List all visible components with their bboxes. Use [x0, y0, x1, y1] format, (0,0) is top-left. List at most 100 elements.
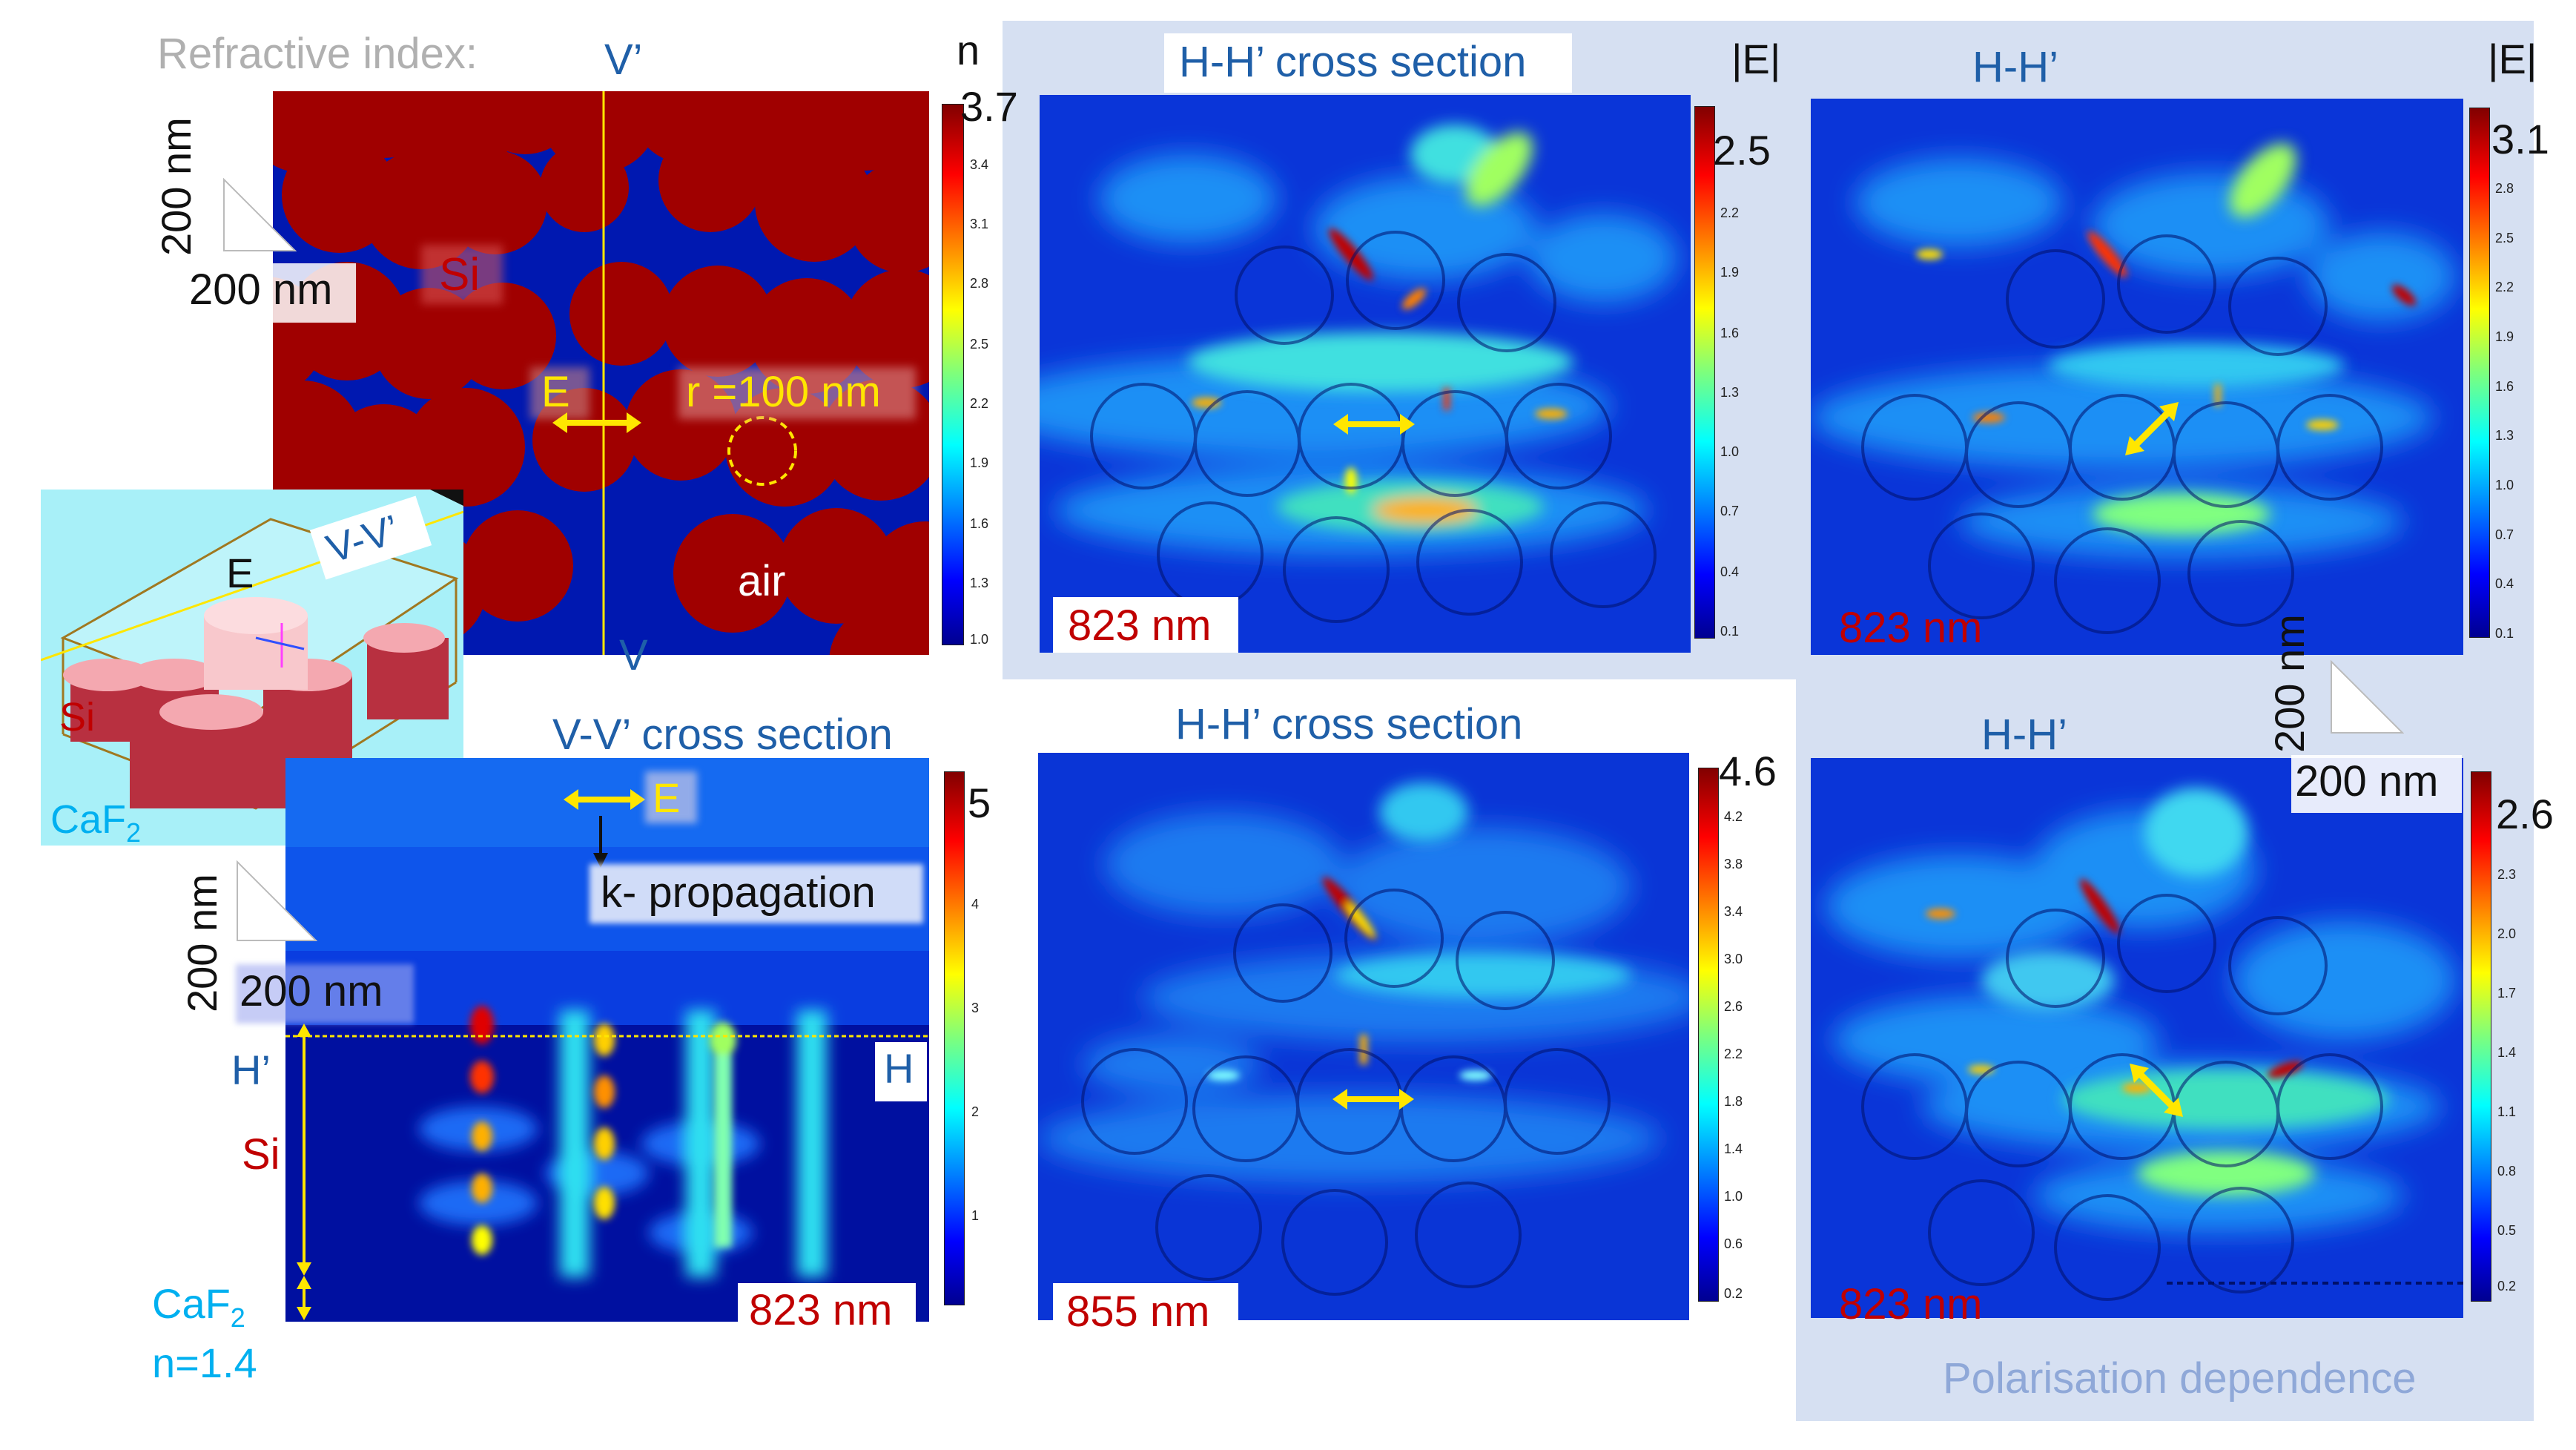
tick: 2.2	[970, 396, 989, 411]
tick: 2.6	[1724, 999, 1743, 1014]
vv-e-label: E	[653, 774, 681, 821]
tick: 0.4	[2495, 576, 2514, 591]
scale-triangle-vv	[237, 860, 317, 941]
colorbar-max-refractive: 3.7	[960, 83, 1018, 130]
tick: 2.2	[1724, 1047, 1743, 1061]
scale-horizontal-refractive: 200 nm	[189, 266, 333, 314]
k-propagation-label: k- propagation	[601, 869, 876, 917]
si-thickness-arrow	[297, 1024, 311, 1320]
vv-wavelength-bg	[738, 1283, 916, 1335]
tick: 1	[971, 1208, 980, 1223]
tick: 0.2	[1724, 1286, 1743, 1301]
hh-top-field-map	[1040, 95, 1691, 653]
tick: 1.9	[970, 455, 989, 470]
hh-bottom-wavelength: 855 nm	[1066, 1288, 1210, 1336]
hh-top-unit: |E|	[1731, 36, 1781, 82]
hh-top-title: H-H’ cross section	[1179, 38, 1527, 86]
pol-top-unit: |E|	[2488, 36, 2537, 82]
tick: 1.0	[1724, 1189, 1743, 1204]
hh-top-field-graphic	[1040, 95, 1691, 653]
tick: 0.8	[2497, 1164, 2517, 1179]
tick: 2.8	[970, 276, 989, 291]
hh-top-title-bg	[1164, 33, 1572, 93]
colorbar-max-pol-top: 3.1	[2491, 116, 2549, 162]
colorbar-max-vv: 5	[968, 780, 991, 826]
tick: 2.5	[2495, 231, 2514, 245]
tick: 2.0	[2497, 926, 2517, 941]
vv-caf2-n: n=1.4	[152, 1339, 257, 1386]
tick: 0.6	[1724, 1236, 1743, 1251]
tick: 1.1	[2497, 1104, 2517, 1119]
tick: 1.0	[2495, 478, 2514, 492]
scale-horizontal-pol: 200 nm	[2295, 757, 2439, 805]
tick: 0.5	[2497, 1223, 2517, 1238]
tick: 3.1	[970, 217, 989, 231]
vv-caf2-text: CaF	[152, 1280, 231, 1327]
polarisation-caption: Polarisation dependence	[1943, 1354, 2417, 1403]
hh-top-wavelength-bg	[1053, 597, 1238, 653]
pol-top-wavelength: 823 nm	[1839, 604, 1983, 652]
tick: 2	[971, 1104, 980, 1119]
colorbar-max-hh-top: 2.5	[1713, 127, 1771, 174]
inset-caf2-sub: 2	[126, 817, 142, 848]
vv-e-label-bg	[645, 771, 697, 823]
vv-caf2-sub: 2	[230, 1302, 245, 1334]
e-label-bg	[530, 367, 589, 419]
colorbar-hh-top	[1694, 106, 1715, 639]
tick: 2.5	[970, 337, 989, 352]
v-prime-label-top: V’	[604, 36, 643, 84]
vv-si-label: Si	[242, 1130, 280, 1179]
colorbar-max-hh-bottom: 4.6	[1719, 748, 1777, 794]
h-label: H	[884, 1045, 914, 1092]
tick: 1.7	[2497, 986, 2517, 1001]
tick: 2.2	[1720, 205, 1740, 220]
e-label: E	[541, 368, 570, 416]
tick: 1.4	[1724, 1141, 1743, 1156]
tick: 1.4	[2497, 1045, 2517, 1060]
pol-top-e-arrow-diagonal	[2125, 402, 2179, 455]
tick: 1.3	[2495, 428, 2514, 443]
colorbar-refractive	[942, 104, 964, 645]
tick: 1.0	[1720, 444, 1740, 459]
inset-caf2-text: CaF	[50, 797, 127, 842]
inset-caf2-label: CaF2	[50, 800, 141, 846]
tick: 1.9	[1720, 265, 1740, 280]
scale-horizontal-bg	[185, 263, 356, 323]
vv-caf2-label: CaF2	[152, 1283, 245, 1331]
colorbar-unit-n: n	[957, 27, 980, 73]
tick: 3.0	[1724, 952, 1743, 966]
h-label-bg	[875, 1042, 927, 1101]
scale-horizontal-vv: 200 nm	[240, 967, 383, 1015]
pol-top-field-graphic	[1811, 99, 2463, 655]
hh-bottom-e-arrow	[1332, 1089, 1414, 1110]
hh-bottom-field-map	[1038, 753, 1689, 1320]
tick: 1.9	[2495, 329, 2514, 344]
hh-bottom-wavelength-bg	[1053, 1283, 1238, 1339]
pol-top-title: H-H’	[1972, 43, 2058, 91]
tick: 0.4	[1720, 564, 1740, 579]
k-label-bg	[589, 864, 923, 923]
inset-si-label: Si	[59, 695, 96, 739]
air-label: air	[738, 557, 786, 605]
tick: 3.8	[1724, 857, 1743, 871]
tick: 3.4	[970, 157, 989, 172]
tick: 0.7	[2495, 527, 2514, 542]
tick: 1.6	[2495, 379, 2514, 394]
pol-bottom-field-map	[1811, 758, 2463, 1318]
pol-top-field-map	[1811, 99, 2463, 655]
scale-vertical-vv: 200 nm	[179, 874, 225, 1012]
tick: 2.2	[2495, 280, 2514, 294]
scale-horizontal-pol-bg	[2291, 755, 2462, 813]
v-label-bottom: V	[619, 631, 648, 679]
radius-label-bg	[678, 367, 916, 419]
scale-triangle-pol	[2331, 660, 2404, 734]
tick: 1.3	[1720, 385, 1740, 400]
si-label: Si	[439, 249, 480, 300]
tick: 1.3	[970, 576, 989, 590]
hh-bottom-title: H-H’ cross section	[1175, 700, 1523, 748]
vv-e-arrow	[564, 789, 645, 810]
radius-label: r =100 nm	[686, 368, 881, 416]
tick: 4.2	[1724, 809, 1743, 824]
tick: 2.3	[2497, 867, 2517, 882]
e-polarization-arrow	[552, 412, 641, 433]
